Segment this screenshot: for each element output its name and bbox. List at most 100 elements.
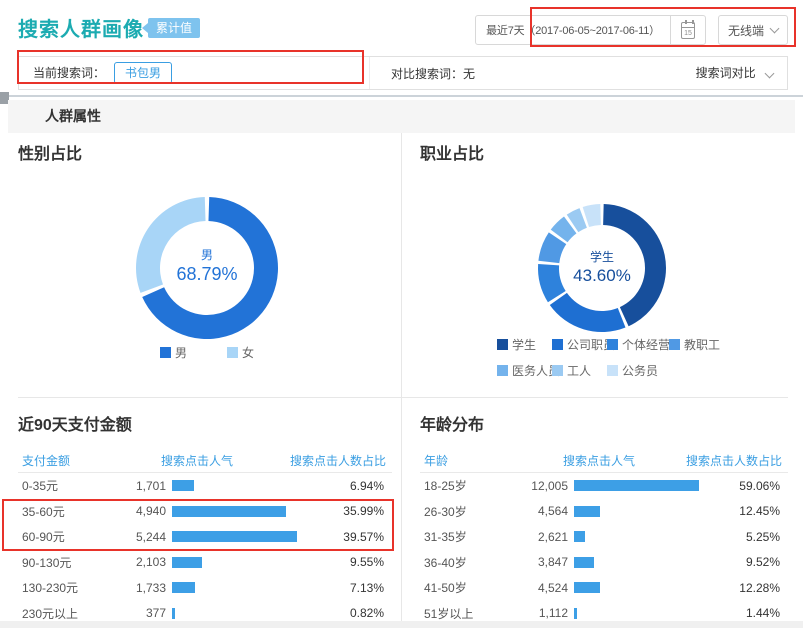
row-bar-track — [166, 505, 312, 517]
row-label: 90-130元 — [22, 555, 72, 570]
row-bar-track — [568, 556, 708, 568]
row-value: 377 — [145, 606, 166, 621]
gender-donut-chart — [136, 197, 279, 339]
gender-slice-男[interactable] — [142, 197, 279, 339]
occupation-slice-工人[interactable] — [566, 208, 587, 233]
calendar-button[interactable]: 15 — [669, 15, 706, 45]
legend-item-公司职员[interactable]: 公司职员 — [552, 336, 615, 353]
row-value: 1,701 — [135, 478, 166, 493]
row-label: 51岁以上 — [424, 606, 474, 621]
vertical-divider — [401, 133, 402, 622]
row-bar — [172, 505, 286, 517]
gender-center-value: 68.79% — [176, 264, 238, 284]
cumulative-badge: 累计值 — [142, 18, 201, 38]
date-picker-group: 最近7天（2017-06-05~2017-06-11） 15 — [475, 15, 706, 45]
occupation-slice-公务员[interactable] — [582, 204, 601, 228]
page-title: 搜索人群画像 — [18, 19, 144, 41]
gender-slice-女[interactable] — [136, 197, 206, 293]
legend-item-教职工[interactable]: 教职工 — [669, 336, 797, 353]
legend-item-女[interactable]: 女 — [227, 344, 254, 361]
column-header: 搜索点击人气 — [563, 453, 636, 468]
current-term-button[interactable]: 书包男 — [114, 62, 173, 84]
table-row: 51岁以上 1,112 1.44% — [420, 601, 788, 627]
occupation-slice-学生[interactable] — [603, 204, 666, 327]
date-range-button[interactable]: 最近7天（2017-06-05~2017-06-11） — [475, 15, 671, 45]
occupation-center-label: 学生 43.60% — [547, 248, 657, 286]
legend-label: 教职工 — [684, 338, 721, 352]
row-label: 35-60元 — [22, 504, 65, 519]
legend-item-工人[interactable]: 工人 — [552, 362, 607, 379]
row-bar-track — [568, 582, 708, 594]
row-percent: 39.57% — [343, 529, 384, 544]
occupation-slice-教职工[interactable] — [538, 232, 567, 264]
row-percent: 7.13% — [349, 580, 384, 595]
row-percent: 12.45% — [739, 504, 780, 519]
attributes-section-header: 人群属性 — [8, 100, 795, 133]
row-value: 1,112 — [538, 606, 568, 621]
occupation-donut-chart — [538, 204, 666, 332]
row-value: 2,621 — [537, 529, 568, 544]
legend-swatch — [497, 339, 508, 350]
column-header: 搜索点击人气 — [161, 453, 234, 468]
table-row: 26-30岁 4,564 12.45% — [420, 499, 788, 525]
occupation-slice-医务人员[interactable] — [550, 216, 577, 243]
age-table-header: 年龄 搜索点击人气 搜索点击人数占比 — [420, 448, 788, 473]
badge-arrow-icon — [142, 23, 148, 33]
payment-table-header: 支付金额 搜索点击人气 搜索点击人数占比 — [18, 448, 392, 473]
row-percent: 5.25% — [745, 529, 780, 544]
left-edge-fragment — [0, 92, 9, 104]
occupation-chart-title: 职业占比 — [420, 146, 485, 163]
legend-item-学生[interactable]: 学生 — [497, 336, 552, 353]
row-bar-track — [166, 607, 312, 619]
row-label: 60-90元 — [22, 530, 65, 545]
legend-swatch — [497, 365, 508, 376]
legend-swatch — [669, 339, 680, 350]
footer-band — [0, 621, 803, 628]
legend-item-公务员[interactable]: 公务员 — [607, 362, 669, 379]
row-label: 230元以上 — [22, 606, 79, 621]
row-label: 36-40岁 — [424, 555, 467, 570]
current-term-label: 当前搜索词： — [33, 66, 106, 80]
row-percent: 0.82% — [349, 606, 384, 621]
chevron-down-icon — [769, 23, 780, 34]
column-header: 支付金额 — [22, 453, 71, 468]
row-bar — [574, 531, 586, 543]
column-header: 搜索点击人数占比 — [685, 453, 782, 468]
row-percent: 9.52% — [745, 555, 780, 570]
legend-item-医务人员[interactable]: 医务人员 — [497, 362, 560, 379]
compare-term-text: 对比搜索词：无 — [369, 57, 475, 89]
occupation-slice-公司职员[interactable] — [549, 292, 626, 332]
legend-swatch — [552, 339, 563, 350]
row-bar — [172, 582, 195, 594]
column-header: 搜索点击人数占比 — [289, 453, 386, 468]
row-percent: 59.06% — [739, 478, 780, 493]
table-row: 60-90元 5,244 39.57% — [18, 524, 392, 550]
badge-label: 累计值 — [148, 18, 201, 38]
row-bar — [172, 607, 175, 619]
gender-center-label: 男 68.79% — [152, 246, 262, 285]
payment-table-title: 近90天支付金额 — [18, 417, 132, 434]
horizontal-divider — [18, 397, 788, 398]
table-row: 0-35元 1,701 6.94% — [18, 473, 392, 499]
legend-item-个体经营/[interactable]: 个体经营/ — [607, 336, 673, 353]
legend-swatch — [552, 365, 563, 376]
row-bar — [574, 505, 601, 517]
column-header: 年龄 — [424, 453, 449, 468]
row-label: 130-230元 — [22, 581, 79, 596]
gender-chart-title: 性别占比 — [18, 146, 83, 163]
terminal-dropdown[interactable]: 无线端 — [717, 15, 788, 45]
row-label: 41-50岁 — [424, 581, 467, 596]
compare-dropdown-label: 搜索词对比 — [695, 66, 756, 80]
row-label: 26-30岁 — [424, 504, 467, 519]
row-value: 4,564 — [537, 504, 568, 519]
age-table: 年龄分布 年龄 搜索点击人气 搜索点击人数占比 18-25岁 12,005 59.0… — [420, 398, 788, 626]
compare-dropdown[interactable]: 搜索词对比 — [695, 57, 775, 89]
legend-item-男[interactable]: 男 — [159, 344, 187, 361]
occupation-slice-个体经营/[interactable] — [538, 264, 566, 303]
occupation-center-name: 学生 — [589, 250, 614, 264]
row-percent: 35.99% — [343, 504, 384, 519]
row-value: 4,940 — [135, 504, 166, 519]
legend-swatch — [227, 347, 238, 358]
table-row: 230元以上 377 0.82% — [18, 601, 392, 627]
